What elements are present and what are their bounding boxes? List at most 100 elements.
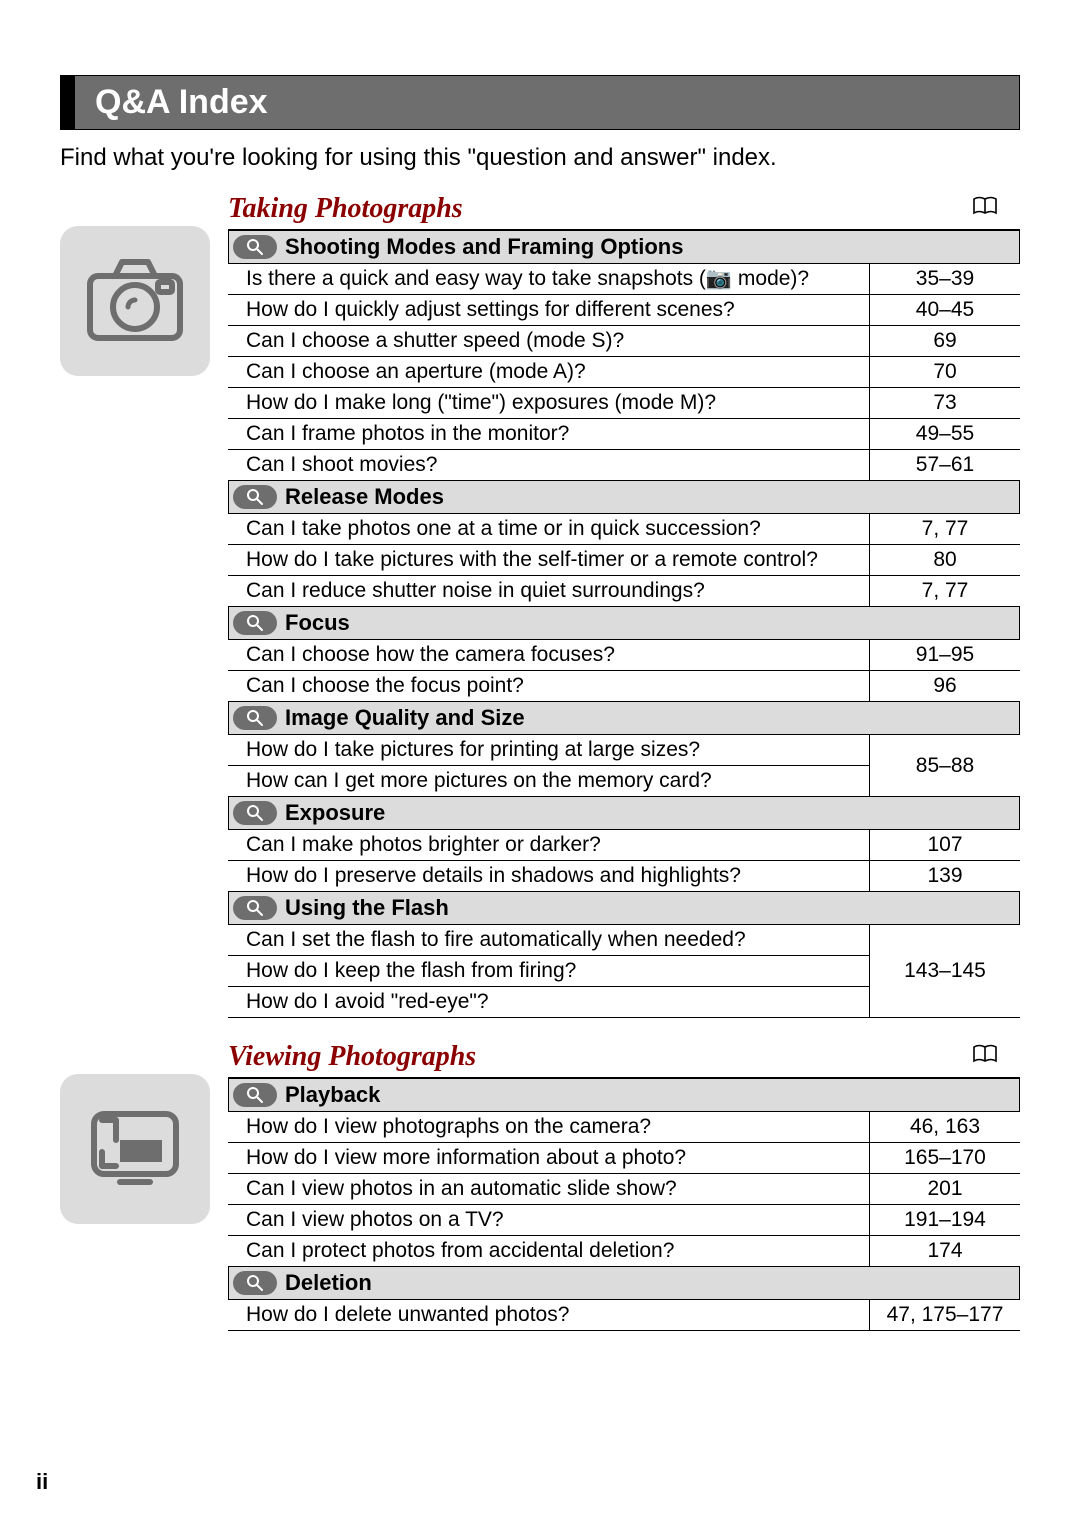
qa-group: Can I set the flash to fire automaticall… (228, 925, 1020, 1018)
book-icon (950, 1044, 1020, 1070)
qa-row: How do I view photographs on the camera?… (228, 1112, 1020, 1143)
section-title: Viewing Photographs (228, 1041, 950, 1073)
header-left-tab (60, 75, 74, 130)
qa-row: Can I choose how the camera focuses?91–9… (228, 640, 1020, 671)
qa-page: 70 (870, 357, 1020, 387)
subsection-title: Focus (285, 610, 350, 636)
qa-question: Can I take photos one at a time or in qu… (228, 514, 870, 544)
qa-page: 7, 77 (870, 514, 1020, 544)
subsection-header: Playback (228, 1078, 1020, 1112)
qa-row: Can I view photos in an automatic slide … (228, 1174, 1020, 1205)
qa-question: Can I choose how the camera focuses? (228, 640, 870, 670)
qa-row: Can I frame photos in the monitor?49–55 (228, 419, 1020, 450)
qa-page: 107 (870, 830, 1020, 860)
qa-row: How do I make long ("time") exposures (m… (228, 388, 1020, 419)
qa-row: Can I choose a shutter speed (mode S)?69 (228, 326, 1020, 357)
header-bar: Q&A Index (74, 75, 1020, 130)
magnifier-icon (233, 611, 277, 635)
qa-page: 35–39 (870, 264, 1020, 294)
playback-icon (60, 1074, 210, 1224)
qa-question: How do I take pictures for printing at l… (228, 735, 869, 766)
qa-page: 80 (870, 545, 1020, 575)
magnifier-icon (233, 235, 277, 259)
qa-row: Is there a quick and easy way to take sn… (228, 264, 1020, 295)
qa-question: How do I make long ("time") exposures (m… (228, 388, 870, 418)
qa-page: 165–170 (870, 1143, 1020, 1173)
qa-question: How do I delete unwanted photos? (228, 1300, 870, 1330)
magnifier-icon (233, 1083, 277, 1107)
qa-page: 201 (870, 1174, 1020, 1204)
qa-question: Can I shoot movies? (228, 450, 870, 480)
subsection-header: Release Modes (228, 481, 1020, 514)
subsection-header: Shooting Modes and Framing Options (228, 230, 1020, 264)
qa-row: Can I reduce shutter noise in quiet surr… (228, 576, 1020, 607)
subsection-header: Deletion (228, 1267, 1020, 1300)
subsection-header: Exposure (228, 797, 1020, 830)
qa-page: 57–61 (870, 450, 1020, 480)
subsection-title: Release Modes (285, 484, 444, 510)
qa-row: How do I delete unwanted photos?47, 175–… (228, 1300, 1020, 1331)
qa-question: How do I quickly adjust settings for dif… (228, 295, 870, 325)
qa-question: How do I view more information about a p… (228, 1143, 870, 1173)
qa-row: How do I preserve details in shadows and… (228, 861, 1020, 892)
qa-question: How do I preserve details in shadows and… (228, 861, 870, 891)
subsection-header: Image Quality and Size (228, 702, 1020, 735)
magnifier-icon (233, 706, 277, 730)
qa-page: 40–45 (870, 295, 1020, 325)
magnifier-icon (233, 801, 277, 825)
qa-page: 191–194 (870, 1205, 1020, 1235)
magnifier-icon (233, 485, 277, 509)
qa-page: 85–88 (870, 735, 1020, 796)
subsection-title: Deletion (285, 1270, 372, 1296)
qa-question: How do I keep the flash from firing? (228, 956, 869, 987)
qa-row: How do I quickly adjust settings for dif… (228, 295, 1020, 326)
subsection-title: Playback (285, 1082, 380, 1108)
qa-question: How do I take pictures with the self-tim… (228, 545, 870, 575)
qa-page: 49–55 (870, 419, 1020, 449)
qa-question: Can I reduce shutter noise in quiet surr… (228, 576, 870, 606)
section-title: Taking Photographs (228, 193, 950, 225)
subsection-header: Using the Flash (228, 892, 1020, 925)
qa-question: Can I choose an aperture (mode A)? (228, 357, 870, 387)
subsection-header: Focus (228, 607, 1020, 640)
qa-question: Can I view photos in an automatic slide … (228, 1174, 870, 1204)
qa-page: 7, 77 (870, 576, 1020, 606)
qa-question: Can I frame photos in the monitor? (228, 419, 870, 449)
qa-question: How do I view photographs on the camera? (228, 1112, 870, 1142)
camera-icon (60, 226, 210, 376)
subsection-title: Exposure (285, 800, 385, 826)
intro-text: Find what you're looking for using this … (60, 144, 1020, 172)
qa-row: Can I shoot movies?57–61 (228, 450, 1020, 481)
page-number: ii (36, 1469, 48, 1495)
qa-row: Can I choose an aperture (mode A)?70 (228, 357, 1020, 388)
magnifier-icon (233, 896, 277, 920)
qa-page: 139 (870, 861, 1020, 891)
qa-question: Can I view photos on a TV? (228, 1205, 870, 1235)
qa-page: 47, 175–177 (870, 1300, 1020, 1330)
qa-question: Can I protect photos from accidental del… (228, 1236, 870, 1266)
qa-question: How do I avoid "red-eye"? (228, 987, 869, 1017)
book-icon (950, 196, 1020, 222)
qa-page: 143–145 (870, 925, 1020, 1017)
qa-question: Is there a quick and easy way to take sn… (228, 264, 870, 294)
qa-page: 96 (870, 671, 1020, 701)
qa-row: Can I protect photos from accidental del… (228, 1236, 1020, 1267)
qa-page: 91–95 (870, 640, 1020, 670)
qa-row: Can I view photos on a TV?191–194 (228, 1205, 1020, 1236)
qa-question: Can I make photos brighter or darker? (228, 830, 870, 860)
qa-page: 46, 163 (870, 1112, 1020, 1142)
subsection-title: Image Quality and Size (285, 705, 525, 731)
qa-row: Can I make photos brighter or darker?107 (228, 830, 1020, 861)
qa-question: Can I choose a shutter speed (mode S)? (228, 326, 870, 356)
qa-page: 174 (870, 1236, 1020, 1266)
header-title: Q&A Index (95, 83, 268, 122)
qa-row: How do I view more information about a p… (228, 1143, 1020, 1174)
qa-page: 73 (870, 388, 1020, 418)
subsection-title: Using the Flash (285, 895, 449, 921)
magnifier-icon (233, 1271, 277, 1295)
qa-row: How do I take pictures with the self-tim… (228, 545, 1020, 576)
qa-group: How do I take pictures for printing at l… (228, 735, 1020, 797)
qa-question: How can I get more pictures on the memor… (228, 766, 869, 796)
qa-row: Can I take photos one at a time or in qu… (228, 514, 1020, 545)
subsection-title: Shooting Modes and Framing Options (285, 234, 683, 260)
